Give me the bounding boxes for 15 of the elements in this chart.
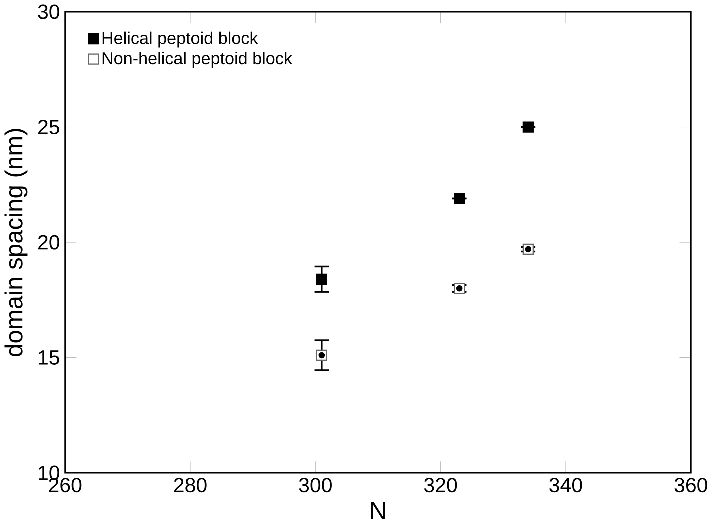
x-tick-label: 280: [174, 478, 207, 493]
x-tick-label: 360: [674, 478, 708, 493]
x-axis-title: N: [371, 502, 386, 520]
x-tick-label: 260: [49, 478, 82, 493]
y-tick-label: 25: [38, 120, 60, 134]
y-axis-title: domain spacing (nm): [4, 129, 28, 356]
x-tick-label: 300: [299, 478, 332, 493]
x-tick-label: 320: [424, 478, 458, 493]
legend-label: Helical peptoid block: [102, 32, 258, 48]
y-tick-label: 30: [38, 4, 60, 20]
y-tick-label: 20: [38, 235, 60, 250]
y-tick-label: 15: [39, 350, 60, 365]
legend-label: Non-helical peptoid block: [102, 52, 293, 68]
x-tick-label: 340: [550, 478, 582, 493]
y-tick-label: 10: [39, 466, 60, 480]
